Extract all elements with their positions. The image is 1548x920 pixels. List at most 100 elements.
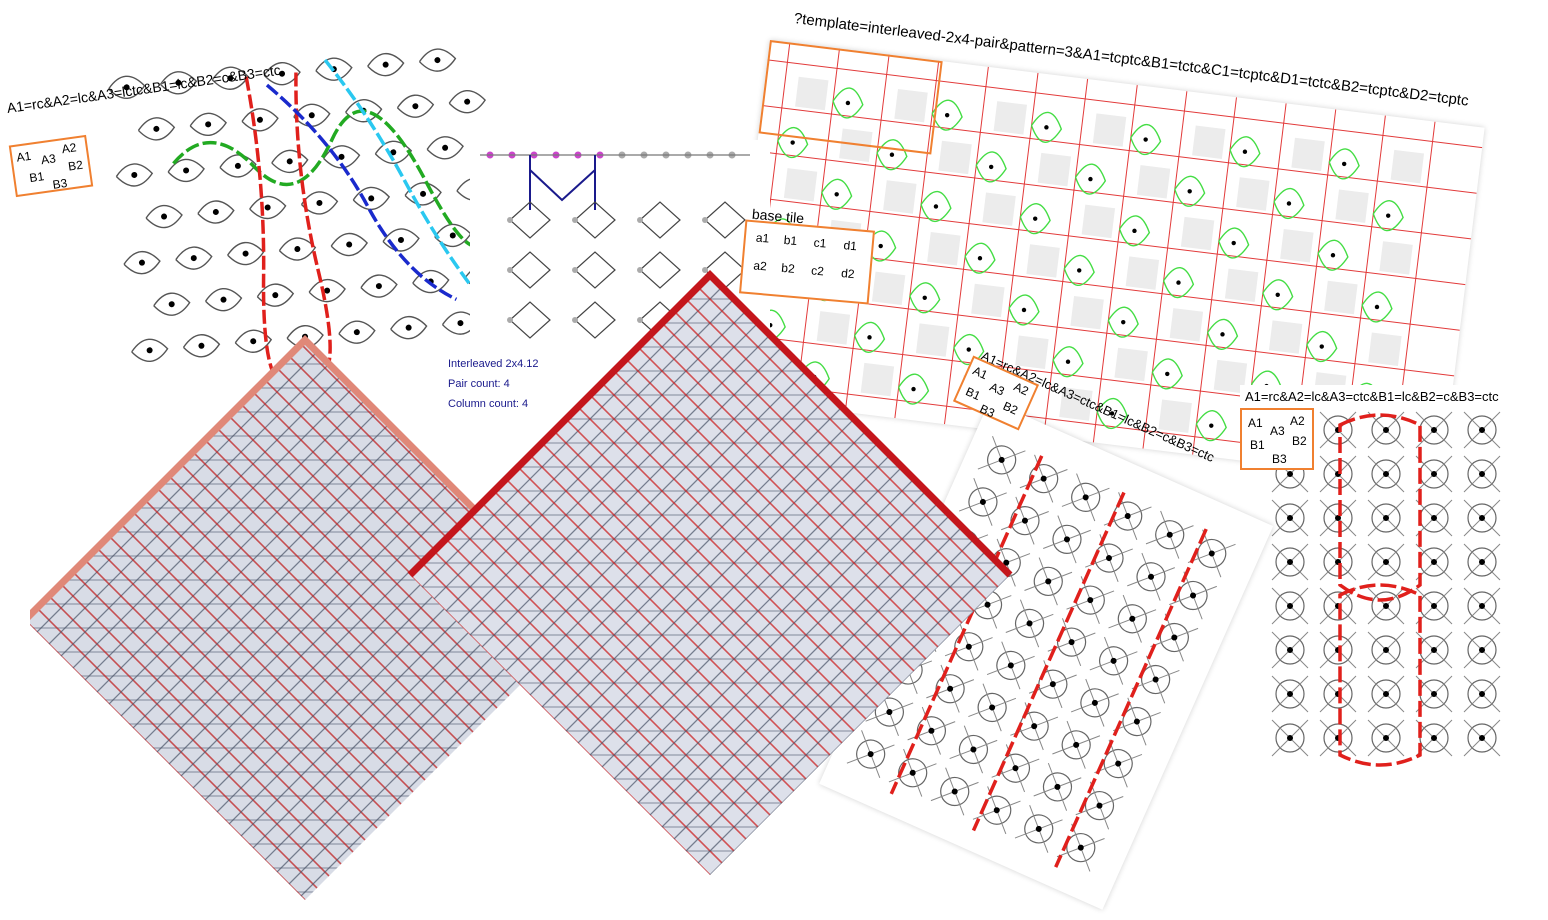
lace-thread bbox=[30, 340, 378, 900]
pin-dot bbox=[1431, 735, 1437, 741]
green-link bbox=[853, 321, 886, 353]
pin-dot bbox=[123, 84, 130, 91]
pin-dot bbox=[1012, 765, 1019, 772]
pin-dot bbox=[382, 61, 389, 68]
lace-thread bbox=[685, 275, 1010, 875]
pin-dot bbox=[1073, 741, 1080, 748]
lace-knot bbox=[1113, 501, 1143, 531]
pair-square bbox=[1125, 256, 1160, 290]
formula-e: A1=rc&A2=lc&A3=ctc&B1=lc&B2=c&B3=ctc bbox=[1245, 389, 1499, 404]
pin-dot bbox=[1431, 427, 1437, 433]
pin-dot bbox=[316, 199, 323, 206]
pin-dot bbox=[1045, 578, 1052, 585]
tile-a-cell: B1 bbox=[28, 169, 45, 186]
pin-dot bbox=[867, 335, 872, 340]
pin-dot bbox=[933, 204, 939, 209]
pin-dot bbox=[1087, 597, 1094, 604]
tile-e-cell: B3 bbox=[1272, 452, 1287, 466]
pin-dot bbox=[1479, 691, 1485, 697]
lace-thread bbox=[410, 275, 831, 875]
green-link bbox=[964, 242, 996, 274]
green-link bbox=[1273, 187, 1305, 220]
lace-knot bbox=[153, 292, 191, 316]
green-link bbox=[777, 126, 809, 159]
lace-knot bbox=[1323, 723, 1353, 753]
pin-dot bbox=[1383, 735, 1389, 741]
pair-node bbox=[702, 217, 708, 223]
pin-dot bbox=[146, 347, 153, 354]
green-link bbox=[1317, 239, 1349, 271]
pair-node bbox=[637, 267, 643, 273]
pin-dot bbox=[1386, 213, 1391, 218]
pin-dot bbox=[397, 236, 404, 243]
grid-line bbox=[756, 150, 1472, 240]
lace-knot bbox=[1467, 503, 1497, 533]
pin-dot bbox=[1124, 513, 1131, 520]
pin-dot bbox=[1287, 471, 1293, 477]
green-link bbox=[1372, 200, 1404, 232]
lace-knot bbox=[211, 66, 250, 90]
pin-dot bbox=[464, 98, 471, 105]
lace-knot bbox=[1323, 503, 1353, 533]
pair-square bbox=[1236, 177, 1270, 211]
pair-square bbox=[1335, 189, 1369, 223]
tile-a-cell: A3 bbox=[40, 151, 57, 168]
lace-thread bbox=[541, 275, 1010, 875]
pair-node bbox=[507, 317, 513, 323]
pin-dot bbox=[168, 301, 175, 308]
pin-dot bbox=[279, 70, 286, 77]
lace-knot bbox=[1061, 730, 1091, 760]
pin-dot bbox=[198, 342, 205, 349]
lace-thread bbox=[565, 275, 1010, 875]
pin-dot bbox=[1341, 161, 1347, 167]
pin-dot bbox=[375, 283, 382, 290]
lace-knot bbox=[1371, 679, 1401, 709]
pin-dot bbox=[834, 192, 839, 197]
pin-dot bbox=[1003, 559, 1010, 566]
lace-knot bbox=[322, 145, 361, 169]
pair-cell bbox=[574, 201, 616, 239]
base-tile-cell: d1 bbox=[842, 238, 858, 254]
pair-cell bbox=[509, 251, 551, 289]
thread-path bbox=[265, 83, 458, 301]
pin-dot bbox=[977, 256, 983, 261]
pin-dot bbox=[984, 601, 991, 608]
pin-dot bbox=[1096, 802, 1103, 809]
lace-knot bbox=[1467, 591, 1497, 621]
lace-knot bbox=[1371, 547, 1401, 577]
pin-dot bbox=[234, 162, 241, 169]
lace-knot bbox=[1323, 635, 1353, 665]
lace-thread bbox=[410, 275, 879, 875]
thread-path bbox=[971, 491, 1126, 832]
lace-diagram-e bbox=[1271, 411, 1501, 767]
pair-cell bbox=[509, 201, 551, 239]
pin-dot bbox=[1319, 344, 1324, 349]
pair-square bbox=[1180, 216, 1215, 251]
thread-path bbox=[323, 58, 489, 308]
pin-dot bbox=[1383, 559, 1389, 565]
lace-thread bbox=[661, 275, 1010, 875]
green-link bbox=[832, 87, 864, 119]
grid-line bbox=[1142, 91, 1188, 449]
tile-a: A1 A2 A3 B1 B2 B3 bbox=[8, 134, 94, 198]
pin-dot bbox=[1176, 280, 1181, 285]
lace-knot bbox=[1323, 679, 1353, 709]
green-link bbox=[1162, 267, 1195, 299]
lace-knot bbox=[1014, 608, 1045, 639]
lace-diagram-a bbox=[108, 48, 502, 387]
pin-dot bbox=[434, 57, 441, 64]
lace-knot bbox=[115, 163, 154, 187]
lace-thread bbox=[152, 340, 585, 900]
lace-knot bbox=[367, 52, 405, 77]
pin-dot bbox=[1033, 216, 1038, 221]
pin-dot bbox=[1431, 603, 1437, 609]
thread-path bbox=[1338, 413, 1422, 602]
pin-dot bbox=[878, 243, 883, 249]
lace-knot bbox=[1098, 646, 1129, 676]
pair-square bbox=[1324, 280, 1358, 315]
pin-dot bbox=[1068, 639, 1075, 646]
pair-square bbox=[883, 180, 917, 214]
green-link bbox=[1306, 330, 1338, 363]
pin-dot bbox=[1035, 825, 1042, 832]
pin-dot bbox=[909, 769, 916, 776]
